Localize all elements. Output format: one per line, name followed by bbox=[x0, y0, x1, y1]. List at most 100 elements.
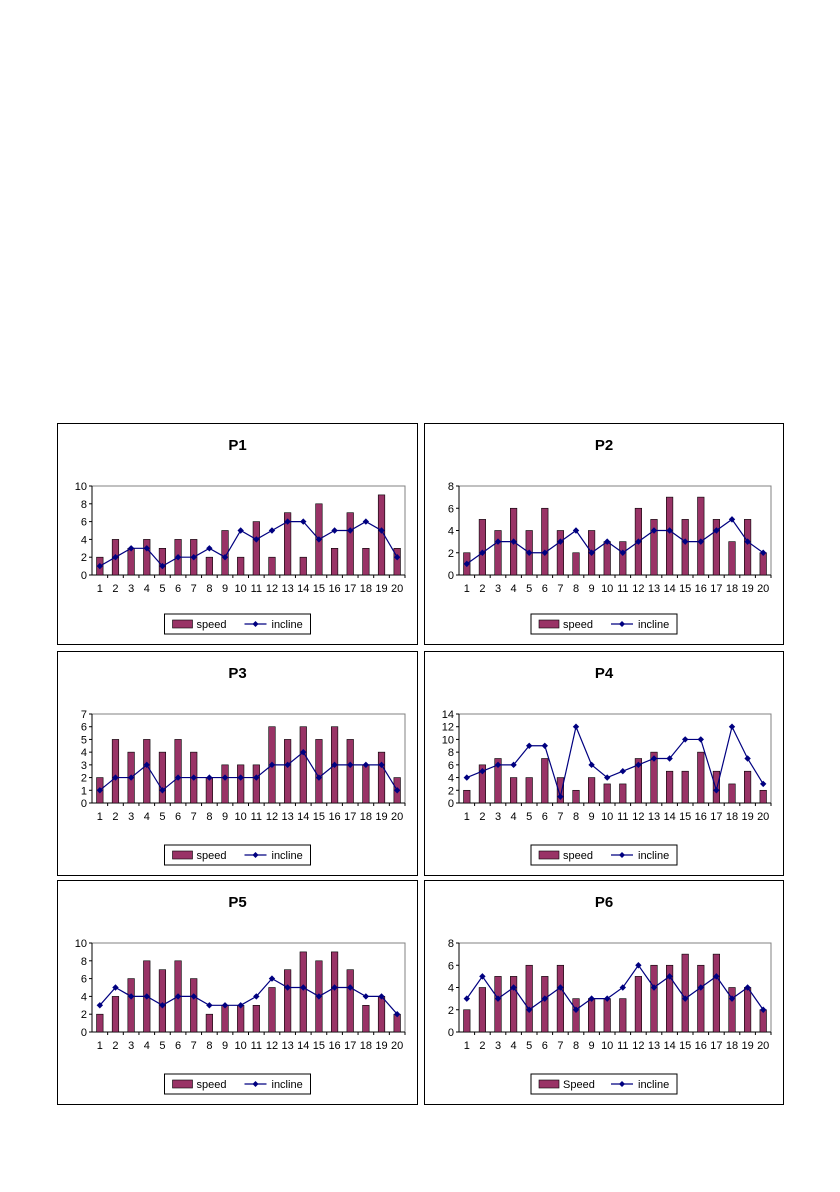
x-tick-label: 15 bbox=[313, 1040, 325, 1052]
bar-speed bbox=[377, 751, 386, 804]
x-tick-label: 9 bbox=[222, 811, 228, 823]
incline-point bbox=[728, 995, 736, 1002]
incline-point bbox=[604, 995, 611, 1002]
incline-point bbox=[494, 538, 502, 545]
incline-point bbox=[697, 984, 704, 991]
bar-speed bbox=[650, 519, 658, 576]
legend-box bbox=[164, 844, 311, 866]
bar-speed bbox=[634, 976, 642, 1033]
legend-marker-incline bbox=[252, 1081, 259, 1087]
bar-speed bbox=[697, 751, 705, 804]
bar-speed bbox=[252, 521, 260, 576]
y-tick-label: 2 bbox=[81, 1009, 87, 1021]
bar-speed bbox=[666, 496, 674, 576]
x-tick-label: 18 bbox=[726, 811, 738, 823]
incline-point bbox=[650, 755, 658, 762]
x-tick-label: 19 bbox=[741, 811, 753, 823]
chart-panel-p5: P5 0 2 4 6 8 10 1 2 3 4 5 6 7 8 9 10 11 12 13 14 15 16 17 18 19 20… bbox=[57, 880, 418, 1105]
chart-title: P2 bbox=[595, 437, 613, 454]
x-tick-label: 15 bbox=[313, 811, 325, 823]
x-tick-label: 16 bbox=[695, 1040, 707, 1052]
bar-speed bbox=[541, 976, 549, 1033]
x-tick-label: 12 bbox=[632, 811, 644, 823]
incline-point bbox=[206, 774, 213, 781]
x-tick-label: 9 bbox=[222, 583, 228, 595]
y-tick-label: 8 bbox=[81, 499, 87, 511]
x-tick-label: 20 bbox=[391, 583, 403, 595]
x-tick-label: 8 bbox=[206, 583, 212, 595]
x-tick-label: 2 bbox=[112, 583, 118, 595]
bar-speed bbox=[712, 519, 720, 576]
legend-label-speed: speed bbox=[197, 619, 227, 631]
y-tick-label: 6 bbox=[448, 760, 454, 772]
bar-speed bbox=[603, 541, 611, 576]
x-tick-label: 8 bbox=[573, 1040, 579, 1052]
bar-speed bbox=[759, 1009, 767, 1033]
y-tick-label: 6 bbox=[81, 722, 87, 734]
incline-point bbox=[510, 984, 517, 991]
x-tick-label: 18 bbox=[360, 1040, 372, 1052]
legend-marker-incline bbox=[619, 852, 625, 858]
incline-point bbox=[666, 527, 673, 534]
bar-speed bbox=[650, 964, 658, 1033]
bar-speed bbox=[221, 1005, 229, 1033]
bar-speed bbox=[330, 548, 339, 576]
incline-point bbox=[347, 984, 354, 991]
bar-speed bbox=[603, 998, 611, 1033]
legend-label-speed: speed bbox=[197, 1079, 227, 1091]
legend: speed incline bbox=[530, 844, 678, 866]
incline-point bbox=[572, 723, 580, 730]
x-tick-label: 19 bbox=[741, 1040, 753, 1052]
incline-point bbox=[666, 755, 673, 762]
x-tick-label: 10 bbox=[235, 1040, 247, 1052]
incline-point bbox=[744, 538, 751, 545]
legend-label-incline: incline bbox=[272, 1079, 303, 1091]
x-tick-label: 16 bbox=[328, 1040, 340, 1052]
bar-speed bbox=[127, 978, 135, 1033]
incline-point bbox=[237, 527, 244, 534]
bar-speed bbox=[572, 552, 580, 576]
x-tick-label: 8 bbox=[206, 811, 212, 823]
x-tick-label: 2 bbox=[479, 583, 485, 595]
x-tick-label: 15 bbox=[679, 583, 691, 595]
incline-point bbox=[728, 516, 736, 523]
bar-speed bbox=[634, 758, 642, 804]
bar-speed bbox=[728, 783, 736, 804]
incline-point bbox=[728, 723, 736, 730]
bar-speed bbox=[728, 987, 736, 1033]
x-tick-label: 20 bbox=[757, 1040, 769, 1052]
incline-point bbox=[284, 984, 291, 991]
x-tick-label: 5 bbox=[159, 1040, 165, 1052]
legend-marker-incline bbox=[252, 852, 259, 858]
x-tick-label: 14 bbox=[297, 1040, 309, 1052]
y-tick-label: 4 bbox=[81, 991, 87, 1003]
incline-point bbox=[159, 562, 166, 570]
legend-label-speed: speed bbox=[563, 850, 593, 862]
line-incline bbox=[466, 724, 764, 799]
chart-title: P4 bbox=[595, 665, 614, 682]
bar-speed bbox=[284, 512, 292, 576]
x-tick-label: 12 bbox=[632, 583, 644, 595]
bar-speed bbox=[237, 556, 245, 576]
legend-label-speed: speed bbox=[197, 850, 227, 862]
y-tick-label: 12 bbox=[442, 722, 454, 734]
bar-speed bbox=[143, 539, 151, 576]
y-tick-label: 0 bbox=[448, 1027, 454, 1039]
y-tick-label: 4 bbox=[81, 534, 87, 546]
x-tick-label: 20 bbox=[391, 811, 403, 823]
x-tick-label: 6 bbox=[542, 811, 548, 823]
x-tick-label: 9 bbox=[589, 811, 595, 823]
y-tick-label: 10 bbox=[442, 734, 454, 746]
incline-point bbox=[510, 538, 517, 545]
chart-title: P6 bbox=[595, 894, 613, 911]
x-tick-label: 11 bbox=[617, 811, 628, 823]
y-tick-label: 6 bbox=[81, 974, 87, 986]
x-tick-label: 18 bbox=[726, 583, 738, 595]
legend-marker-incline bbox=[252, 621, 259, 627]
x-tick-label: 7 bbox=[191, 583, 197, 595]
y-tick-label: 2 bbox=[448, 1005, 454, 1017]
y-tick-label: 5 bbox=[81, 734, 87, 746]
x-tick-label: 12 bbox=[266, 811, 278, 823]
incline-point bbox=[760, 1006, 767, 1013]
bar-speed bbox=[619, 998, 627, 1033]
